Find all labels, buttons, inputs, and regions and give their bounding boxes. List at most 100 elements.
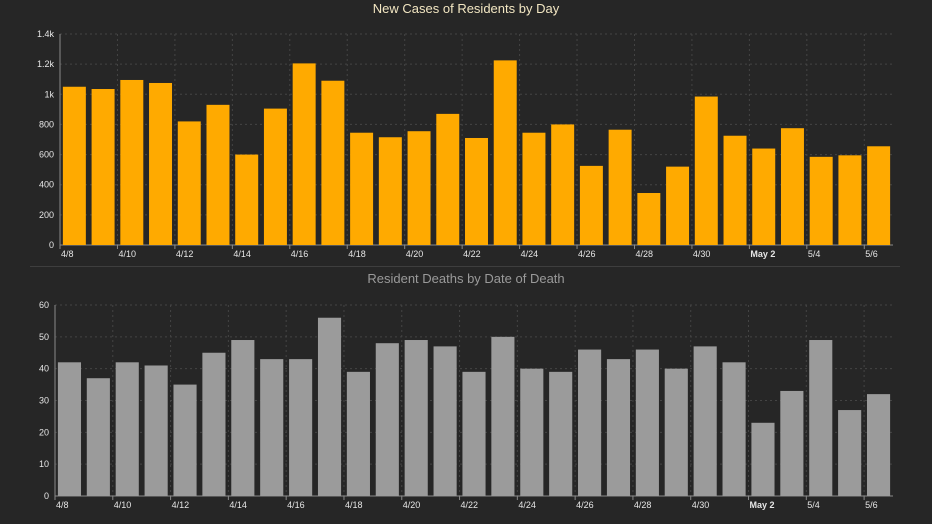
cases-y-tick-label: 400 [39, 180, 54, 190]
deaths-bar[interactable] [838, 410, 862, 496]
cases-bar[interactable] [579, 165, 603, 245]
cases-bar[interactable] [62, 86, 86, 245]
cases-bar[interactable] [838, 155, 862, 245]
deaths-y-tick-label: 10 [39, 459, 49, 469]
deaths-x-tick-label: 4/12 [172, 500, 190, 510]
deaths-bar[interactable] [809, 340, 833, 496]
cases-bar[interactable] [551, 124, 575, 245]
deaths-x-tick-label: 4/22 [461, 500, 479, 510]
deaths-x-tick-label: May 2 [750, 500, 775, 510]
cases-bar[interactable] [723, 135, 747, 245]
cases-bar[interactable] [465, 137, 488, 245]
deaths-bar[interactable] [866, 394, 891, 496]
deaths-x-tick-label: 4/20 [403, 500, 421, 510]
cases-bar[interactable] [608, 129, 632, 245]
cases-x-tick-label: 5/4 [808, 249, 821, 259]
cases-y-axis: 0 200 400 600 800 1k 1.2k 1.4k [37, 29, 55, 250]
cases-x-tick-label: 4/16 [291, 249, 309, 259]
deaths-y-tick-label: 50 [39, 332, 49, 342]
deaths-bar[interactable] [606, 359, 631, 496]
cases-x-tick-label: 4/14 [233, 249, 251, 259]
cases-x-tick-label: 4/26 [578, 249, 596, 259]
deaths-bar[interactable] [722, 362, 746, 496]
deaths-bar[interactable] [317, 317, 342, 496]
cases-bar[interactable] [867, 146, 891, 245]
cases-bar[interactable] [350, 132, 374, 245]
cases-bar[interactable] [91, 89, 115, 245]
deaths-bar[interactable] [289, 359, 313, 496]
cases-bar[interactable] [436, 113, 460, 245]
deaths-x-tick-label: 4/16 [287, 500, 305, 510]
cases-bar[interactable] [263, 108, 287, 245]
deaths-bar[interactable] [433, 346, 457, 496]
deaths-x-tick-label: 4/28 [634, 500, 652, 510]
cases-x-tick-label: 4/28 [635, 249, 653, 259]
cases-y-tick-label: 1.2k [37, 59, 55, 69]
cases-bar[interactable] [177, 121, 201, 245]
cases-bar[interactable] [637, 193, 661, 245]
deaths-bar[interactable] [57, 362, 82, 496]
cases-x-tick-label: 4/18 [348, 249, 366, 259]
deaths-bar[interactable] [202, 352, 226, 496]
cases-y-tick-label: 200 [39, 210, 54, 220]
cases-bar[interactable] [493, 60, 517, 245]
deaths-gridlines [54, 304, 893, 496]
cases-bar[interactable] [149, 82, 173, 245]
cases-bar[interactable] [206, 104, 230, 245]
deaths-bar[interactable] [404, 340, 428, 496]
cases-bar[interactable] [378, 137, 402, 245]
deaths-bar[interactable] [346, 371, 370, 496]
deaths-bar[interactable] [635, 349, 659, 496]
deaths-y-tick-label: 60 [39, 300, 49, 310]
cases-bar[interactable] [407, 131, 431, 245]
deaths-bar[interactable] [693, 346, 717, 496]
cases-bar[interactable] [522, 132, 546, 245]
deaths-x-tick-label: 4/14 [229, 500, 247, 510]
cases-x-tick-label: 4/24 [521, 249, 539, 259]
cases-x-tick-label: 5/6 [865, 249, 878, 259]
cases-bar[interactable] [780, 128, 804, 245]
cases-bar[interactable] [809, 156, 833, 245]
deaths-bar[interactable] [491, 336, 515, 496]
deaths-bar[interactable] [549, 371, 573, 496]
cases-bar[interactable] [752, 148, 776, 245]
deaths-x-tick-label: 5/6 [865, 500, 878, 510]
deaths-y-tick-label: 20 [39, 427, 49, 437]
deaths-x-tick-label: 4/18 [345, 500, 363, 510]
cases-bar[interactable] [694, 96, 718, 246]
deaths-x-tick-label: 4/30 [692, 500, 710, 510]
deaths-bar[interactable] [144, 365, 168, 496]
cases-bar[interactable] [292, 63, 316, 246]
cases-x-axis: 4/8 4/10 4/12 4/14 4/16 4/18 4/20 4/22 4/24 4/26 4… [59, 245, 878, 259]
deaths-bar[interactable] [751, 422, 775, 496]
deaths-x-axis: 4/8 4/10 4/12 4/14 4/16 4/18 4/20 4/22 4/24 4/26 4… [54, 496, 878, 510]
deaths-chart-title: Resident Deaths by Date of Death [367, 271, 565, 286]
cases-y-tick-label: 600 [39, 150, 54, 160]
deaths-bars [57, 317, 891, 496]
deaths-bar[interactable] [578, 349, 602, 496]
deaths-bar[interactable] [260, 359, 284, 496]
cases-x-tick-label: 4/20 [406, 249, 424, 259]
deaths-bar[interactable] [520, 368, 544, 496]
deaths-bar[interactable] [86, 378, 110, 496]
deaths-x-tick-label: 4/10 [114, 500, 132, 510]
cases-bar[interactable] [235, 154, 259, 245]
cases-bar[interactable] [321, 80, 345, 245]
deaths-y-tick-label: 0 [44, 491, 49, 501]
deaths-x-tick-label: 4/24 [518, 500, 536, 510]
cases-x-tick-label: May 2 [750, 249, 775, 259]
cases-bar[interactable] [666, 166, 690, 245]
deaths-bar[interactable] [115, 362, 139, 496]
deaths-bar[interactable] [462, 371, 486, 496]
deaths-bar[interactable] [664, 368, 688, 496]
cases-y-tick-label: 1.4k [37, 29, 55, 39]
cases-x-tick-label: 4/10 [118, 249, 136, 259]
cases-bars [62, 60, 891, 246]
deaths-bar[interactable] [173, 384, 197, 496]
deaths-bar[interactable] [231, 340, 255, 496]
deaths-bar[interactable] [780, 390, 804, 496]
cases-bar[interactable] [120, 79, 144, 245]
deaths-bar[interactable] [375, 343, 399, 496]
